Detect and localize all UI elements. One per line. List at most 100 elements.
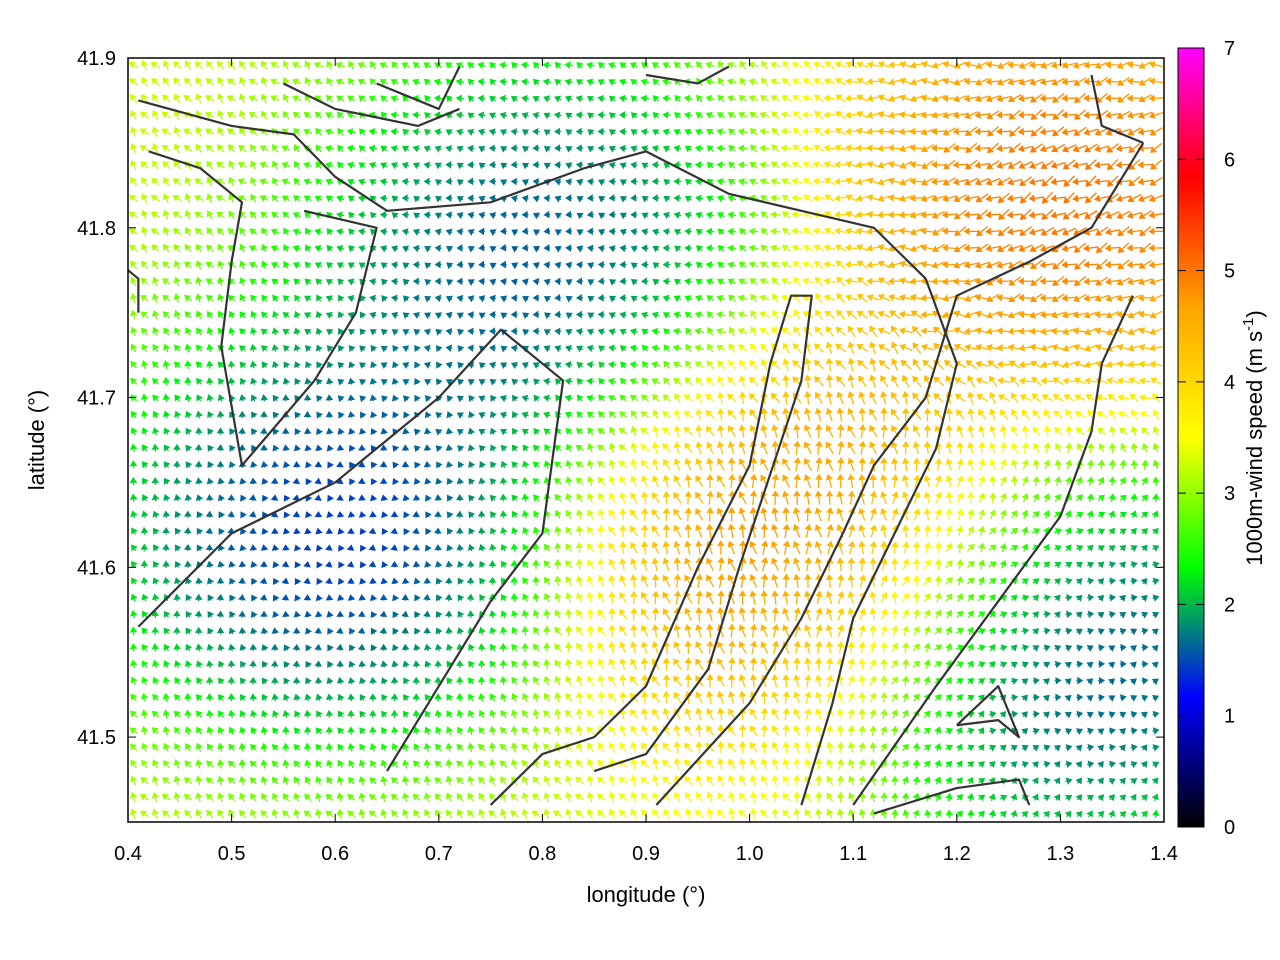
wind-arrow bbox=[978, 794, 986, 802]
wind-arrow bbox=[977, 810, 985, 818]
wind-arrow bbox=[293, 792, 301, 802]
wind-arrow bbox=[336, 775, 345, 786]
wind-arrow bbox=[685, 792, 692, 803]
x-axis-title: longitude (°) bbox=[587, 882, 706, 907]
wind-arrow bbox=[347, 776, 355, 785]
wind-arrow bbox=[521, 792, 529, 803]
wind-arrow bbox=[227, 793, 236, 802]
wind-arrow bbox=[466, 809, 475, 818]
wind-arrow bbox=[358, 792, 366, 802]
wind-arrow bbox=[793, 791, 801, 803]
wind-arrow bbox=[315, 776, 323, 785]
wind-arrow bbox=[281, 810, 290, 818]
wind-arrow bbox=[500, 776, 507, 785]
colorbar-tick-label: 3 bbox=[1224, 483, 1235, 505]
wind-arrow bbox=[380, 792, 388, 802]
wind-arrow bbox=[662, 792, 671, 803]
wind-arrow bbox=[1129, 793, 1137, 801]
wind-arrow bbox=[456, 809, 464, 819]
wind-arrow bbox=[782, 792, 791, 802]
wind-arrow bbox=[706, 791, 714, 803]
y-tick-label: 41.8 bbox=[77, 218, 116, 240]
wind-arrow bbox=[836, 808, 845, 819]
wind-arrow bbox=[804, 792, 812, 802]
wind-arrow bbox=[1108, 794, 1116, 802]
wind-arrow bbox=[966, 793, 975, 802]
wind-arrow bbox=[749, 791, 758, 803]
wind-arrow bbox=[618, 793, 628, 802]
wind-arrow bbox=[368, 810, 377, 818]
wind-arrow bbox=[456, 776, 464, 785]
wind-arrow bbox=[336, 808, 345, 819]
wind-arrow bbox=[674, 791, 681, 803]
x-tick-label: 0.7 bbox=[425, 843, 453, 865]
wind-arrow bbox=[434, 777, 443, 785]
wind-arrow bbox=[1086, 810, 1093, 818]
wind-arrow bbox=[532, 776, 540, 785]
wind-arrow bbox=[826, 792, 834, 802]
y-tick-label: 41.5 bbox=[77, 727, 116, 749]
wind-arrow bbox=[239, 792, 247, 802]
wind-arrow bbox=[205, 793, 214, 801]
wind-arrow bbox=[489, 775, 497, 786]
wind-arrow bbox=[195, 775, 203, 786]
wind-arrow bbox=[728, 808, 736, 820]
wind-arrow bbox=[130, 775, 138, 786]
wind-arrow bbox=[294, 776, 301, 785]
wind-arrow bbox=[271, 808, 279, 819]
wind-arrow bbox=[325, 810, 334, 818]
wind-arrow bbox=[336, 792, 345, 802]
wind-arrow bbox=[522, 775, 529, 786]
wind-arrow bbox=[390, 810, 399, 818]
wind-arrow bbox=[574, 793, 585, 801]
wind-arrow bbox=[663, 808, 670, 820]
wind-arrow bbox=[315, 792, 323, 802]
wind-arrow bbox=[1021, 810, 1029, 818]
wind-arrow bbox=[1152, 809, 1160, 818]
colorbar-tick-label: 0 bbox=[1224, 817, 1235, 839]
wind-arrow bbox=[1141, 810, 1148, 818]
wind-arrow bbox=[272, 792, 279, 802]
wind-arrow bbox=[467, 792, 475, 802]
wind-arrow bbox=[684, 808, 692, 820]
wind-arrow bbox=[880, 792, 888, 802]
colorbar bbox=[1177, 47, 1205, 828]
wind-arrow bbox=[401, 792, 410, 803]
wind-arrow bbox=[161, 794, 171, 801]
colorbar-title: 1000m-wind speed (m s-1) bbox=[1240, 310, 1267, 565]
colorbar-title-superscript: -1 bbox=[1240, 318, 1257, 331]
wind-arrow bbox=[238, 809, 246, 819]
wind-arrow bbox=[250, 792, 257, 802]
wind-arrow bbox=[586, 774, 595, 786]
wind-arrow bbox=[390, 793, 399, 801]
wind-arrow bbox=[553, 810, 563, 818]
wind-arrow bbox=[608, 791, 616, 803]
x-tick-label: 0.5 bbox=[218, 843, 246, 865]
colorbar-tick-label: 4 bbox=[1224, 372, 1235, 394]
wind-arrow bbox=[738, 809, 748, 818]
wind-arrow bbox=[586, 791, 595, 803]
wind-arrow bbox=[509, 810, 519, 818]
wind-arrow bbox=[1031, 810, 1039, 818]
wind-arrow bbox=[380, 775, 388, 786]
wind-arrow bbox=[390, 777, 399, 785]
wind-arrow bbox=[847, 808, 856, 819]
wind-arrow bbox=[652, 791, 660, 803]
wind-arrow bbox=[217, 792, 225, 803]
wind-arrow bbox=[1108, 810, 1116, 818]
wind-arrow bbox=[250, 809, 257, 819]
plot-background bbox=[128, 58, 1164, 822]
wind-arrow bbox=[401, 775, 410, 786]
wind-arrow bbox=[173, 775, 181, 786]
wind-arrow bbox=[183, 777, 193, 785]
wind-arrow bbox=[804, 809, 812, 819]
wind-arrow bbox=[694, 809, 704, 819]
wind-arrow bbox=[945, 809, 954, 819]
wind-arrow bbox=[499, 808, 508, 819]
wind-arrow bbox=[553, 776, 562, 785]
wind-arrow bbox=[782, 809, 791, 819]
x-tick-label: 0.8 bbox=[528, 843, 556, 865]
wind-arrow bbox=[260, 775, 268, 786]
wind-arrow bbox=[988, 793, 996, 802]
y-tick-label: 41.7 bbox=[77, 388, 116, 410]
